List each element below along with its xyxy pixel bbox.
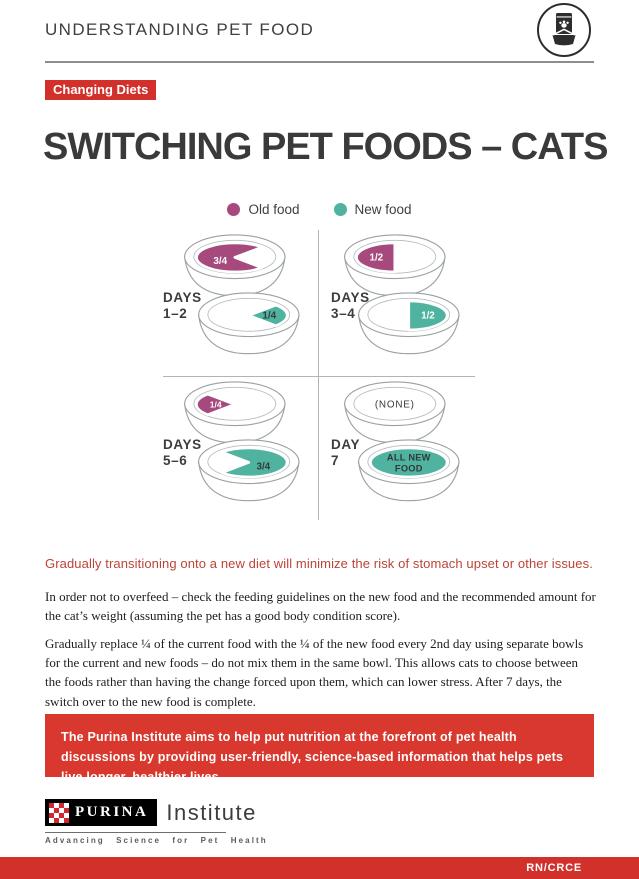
day-label: DAYS 5–6 <box>163 437 202 469</box>
diagram-horizontal-divider <box>163 376 475 377</box>
bowls-days-1-2: 3/4 1/4 <box>184 234 300 355</box>
highlight-sentence: Gradually transitioning onto a new diet … <box>45 556 593 571</box>
purina-institute-logo: PURINA Institute <box>45 799 257 826</box>
new-food-amount-line2: FOOD <box>395 464 423 474</box>
old-food-dot-icon <box>227 203 241 216</box>
header-title: UNDERSTANDING PET FOOD <box>45 20 315 39</box>
new-food-amount: 1/2 <box>421 311 435 322</box>
bowls-days-5-6: 1/4 3/4 <box>184 381 300 502</box>
legend-label-old: Old food <box>248 202 300 217</box>
legend-item-new-food: New food <box>333 202 412 217</box>
old-food-amount: 1/2 <box>369 253 383 264</box>
purina-wordmark: PURINA <box>45 799 158 826</box>
page-title: SWITCHING PET FOODS – CATS <box>43 126 608 168</box>
bowls-days-3-4: 1/2 1/2 <box>344 234 460 355</box>
day-label: DAY 7 <box>331 437 360 469</box>
document-code: RN/CRCE <box>526 862 582 874</box>
paragraph-replace: Gradually replace ¼ of the current food … <box>45 636 584 709</box>
quadrant-days-1-2: DAYS 1–2 3/4 1/4 <box>160 228 319 375</box>
new-food-dot-icon <box>333 203 347 216</box>
day-label: DAYS 3–4 <box>331 290 370 322</box>
new-food-amount: 3/4 <box>256 462 270 473</box>
brand-suffix: Institute <box>166 799 257 825</box>
new-food-amount-line1: ALL NEW <box>387 452 431 462</box>
brand-divider <box>45 832 226 833</box>
legend-label-new: New food <box>354 202 412 217</box>
old-food-amount: 3/4 <box>213 256 227 267</box>
quadrant-days-5-6: DAYS 5–6 1/4 3/4 <box>160 375 319 522</box>
legend-item-old-food: Old food <box>227 202 300 217</box>
day-word: DAYS <box>163 437 202 452</box>
brand-name: PURINA <box>75 804 149 820</box>
day-range: 3–4 <box>331 305 356 321</box>
day-label: DAYS 1–2 <box>163 290 202 322</box>
old-food-amount: 1/4 <box>210 400 222 410</box>
brand-tagline: Advancing Science for Pet Health <box>45 836 268 845</box>
quadrant-days-3-4: DAYS 3–4 1/2 1/2 <box>320 228 479 375</box>
day-word: DAYS <box>163 290 202 305</box>
diagram-vertical-divider <box>318 230 319 520</box>
legend: Old food New food <box>0 202 639 217</box>
bottom-bar: RN/CRCE <box>0 857 639 879</box>
day-word: DAYS <box>331 290 370 305</box>
pet-food-bag-bowl-icon <box>536 2 592 63</box>
old-food-amount: (NONE) <box>375 400 415 411</box>
category-badge: Changing Diets <box>45 80 157 100</box>
day-range: 5–6 <box>163 452 188 468</box>
purina-institute-callout: The Purina Institute aims to help put nu… <box>45 714 594 784</box>
new-food-amount: 1/4 <box>262 311 276 322</box>
quadrant-day-7: DAY 7 (NONE) ALL NEW FOOD <box>320 375 479 522</box>
paragraph-overfeed: In order not to overfeed – check the fee… <box>45 589 596 624</box>
day-word: DAY <box>331 437 361 452</box>
day-range: 1–2 <box>163 305 188 321</box>
day-range: 7 <box>331 452 340 468</box>
purina-checkerboard-icon <box>49 802 69 823</box>
header-divider <box>45 61 594 63</box>
bowls-day-7: (NONE) ALL NEW FOOD <box>344 381 460 502</box>
